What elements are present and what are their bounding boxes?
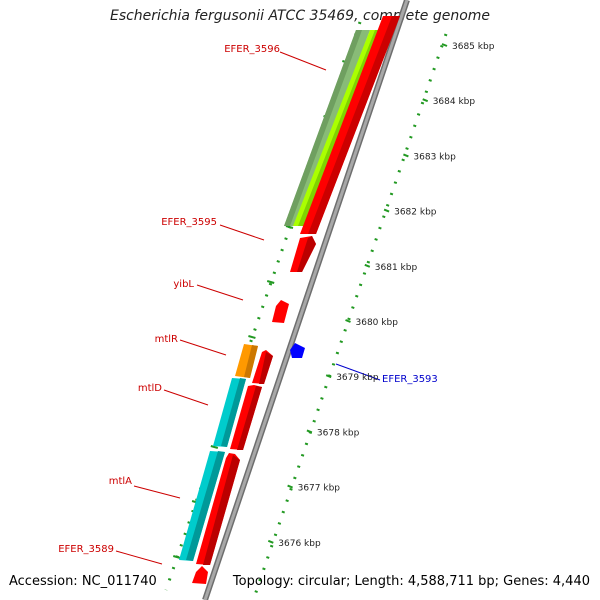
ruler-major-ticks bbox=[267, 43, 448, 544]
gc-track-tick bbox=[285, 225, 294, 229]
ruler-major-tick bbox=[345, 319, 351, 323]
gene-mtlR-red bbox=[252, 350, 273, 384]
gene-label-mtld[interactable]: mtlD bbox=[138, 383, 162, 394]
gene-mtlA-red bbox=[196, 453, 240, 565]
ruler-major-tick bbox=[306, 429, 313, 434]
ruler-tick-label: 3678 kbp bbox=[317, 428, 360, 438]
ruler-major-tick bbox=[364, 263, 371, 268]
ruler-tick-label: 3680 kbp bbox=[356, 318, 399, 328]
ruler-tick-label: 3677 kbp bbox=[298, 484, 341, 494]
topology-label: Topology: circular; Length: 4,588,711 bp… bbox=[232, 574, 590, 589]
gc-track-left bbox=[164, 21, 362, 591]
gene-mtlD-red bbox=[230, 385, 262, 450]
ruler-tick-label: 3685 kbp bbox=[452, 42, 495, 52]
ruler-major-tick bbox=[422, 98, 429, 103]
ruler-tick-label: 3683 kbp bbox=[413, 152, 456, 162]
gene-label-mtla[interactable]: mtlA bbox=[109, 476, 132, 487]
ruler-tick-label: 3684 kbp bbox=[433, 97, 476, 107]
gene-mtlA-cyan bbox=[179, 451, 225, 561]
gene-efer-3595 bbox=[290, 236, 316, 272]
ruler-tick-label: 3681 kbp bbox=[375, 263, 418, 273]
accession-label: Accession: NC_011740 bbox=[9, 574, 157, 589]
gene-efer-3593 bbox=[290, 343, 305, 358]
ruler-tick-label: 3679 kbp bbox=[336, 373, 379, 383]
gene-label-efer-3596[interactable]: EFER_3596 bbox=[224, 44, 280, 55]
backbone bbox=[202, 0, 410, 600]
ruler-ticks: 3685 kbp 3684 kbp 3683 kbp 3682 kbp 3681… bbox=[278, 42, 494, 549]
gene-mtlD-cyan bbox=[213, 378, 246, 447]
gene-mtlR bbox=[235, 344, 258, 378]
gene-efer-3589 bbox=[192, 566, 208, 584]
gene-yibL bbox=[272, 300, 289, 323]
gc-track-tick bbox=[266, 280, 275, 284]
gc-track-tick bbox=[172, 555, 181, 559]
gene-label-yibl[interactable]: yibL bbox=[173, 279, 194, 290]
ruler-major-tick bbox=[325, 374, 332, 379]
ruler-tick-label: 3676 kbp bbox=[278, 539, 321, 549]
gene-label-efer-3593[interactable]: EFER_3593 bbox=[382, 374, 438, 385]
gene-label-efer-3589[interactable]: EFER_3589 bbox=[58, 544, 114, 555]
gc-track-tick bbox=[210, 445, 219, 449]
gene-efer-3596-sage bbox=[284, 30, 370, 226]
gene-efer-3596-red bbox=[300, 16, 400, 234]
gene-label-mtlr[interactable]: mtlR bbox=[155, 334, 178, 345]
gc-track-tick bbox=[248, 335, 256, 339]
ruler-major-tick bbox=[403, 153, 409, 158]
ruler-tick-label: 3682 kbp bbox=[394, 208, 437, 218]
gene-label-group: EFER_3596 EFER_3595 yibL mtlR mtlD mtlA … bbox=[58, 44, 438, 555]
ruler-major-tick bbox=[383, 208, 390, 213]
ruler-major-tick bbox=[287, 484, 293, 489]
gene-label-efer-3595[interactable]: EFER_3595 bbox=[161, 217, 217, 228]
ruler-major-tick bbox=[267, 539, 274, 544]
ruler-major-tick bbox=[441, 43, 448, 47]
label-leaders bbox=[115, 51, 381, 565]
